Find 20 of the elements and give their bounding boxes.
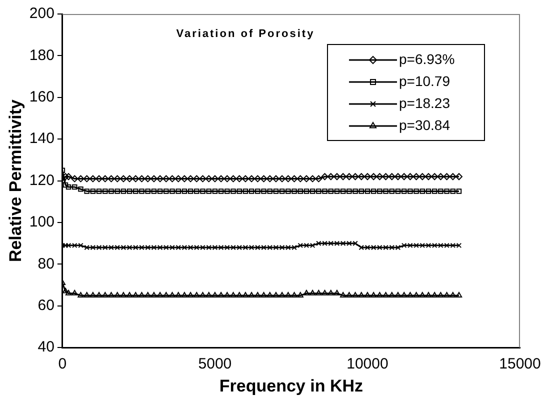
y-tick-label: 140	[29, 130, 54, 148]
y-tick-label: 180	[29, 46, 54, 64]
text: Variation of Porosity	[176, 28, 315, 40]
x-tick-label: 5000	[198, 356, 232, 373]
x-axis-title: Frequency in KHz	[219, 376, 364, 396]
y-tick-label: 40	[38, 338, 54, 356]
legend-label: p=30.84	[399, 116, 450, 133]
y-tick-label: 60	[38, 297, 54, 314]
legend-label: p=10.79	[399, 72, 450, 89]
x-tick-label: 15000	[499, 356, 541, 373]
y-tick-label: 100	[29, 214, 54, 231]
legend-label: p=18.23	[399, 94, 450, 111]
y-axis-title: Relative Permittivity	[6, 99, 25, 262]
y-tick-label: 120	[29, 172, 54, 189]
y-tick-label: 80	[38, 255, 54, 272]
y-tick-label: 200	[29, 5, 54, 22]
x-tick-label: 10000	[346, 356, 388, 373]
y-tick-label: 160	[29, 88, 54, 106]
legend-label: p=6.93%	[399, 50, 455, 67]
x-tick-label: 0	[58, 356, 67, 373]
